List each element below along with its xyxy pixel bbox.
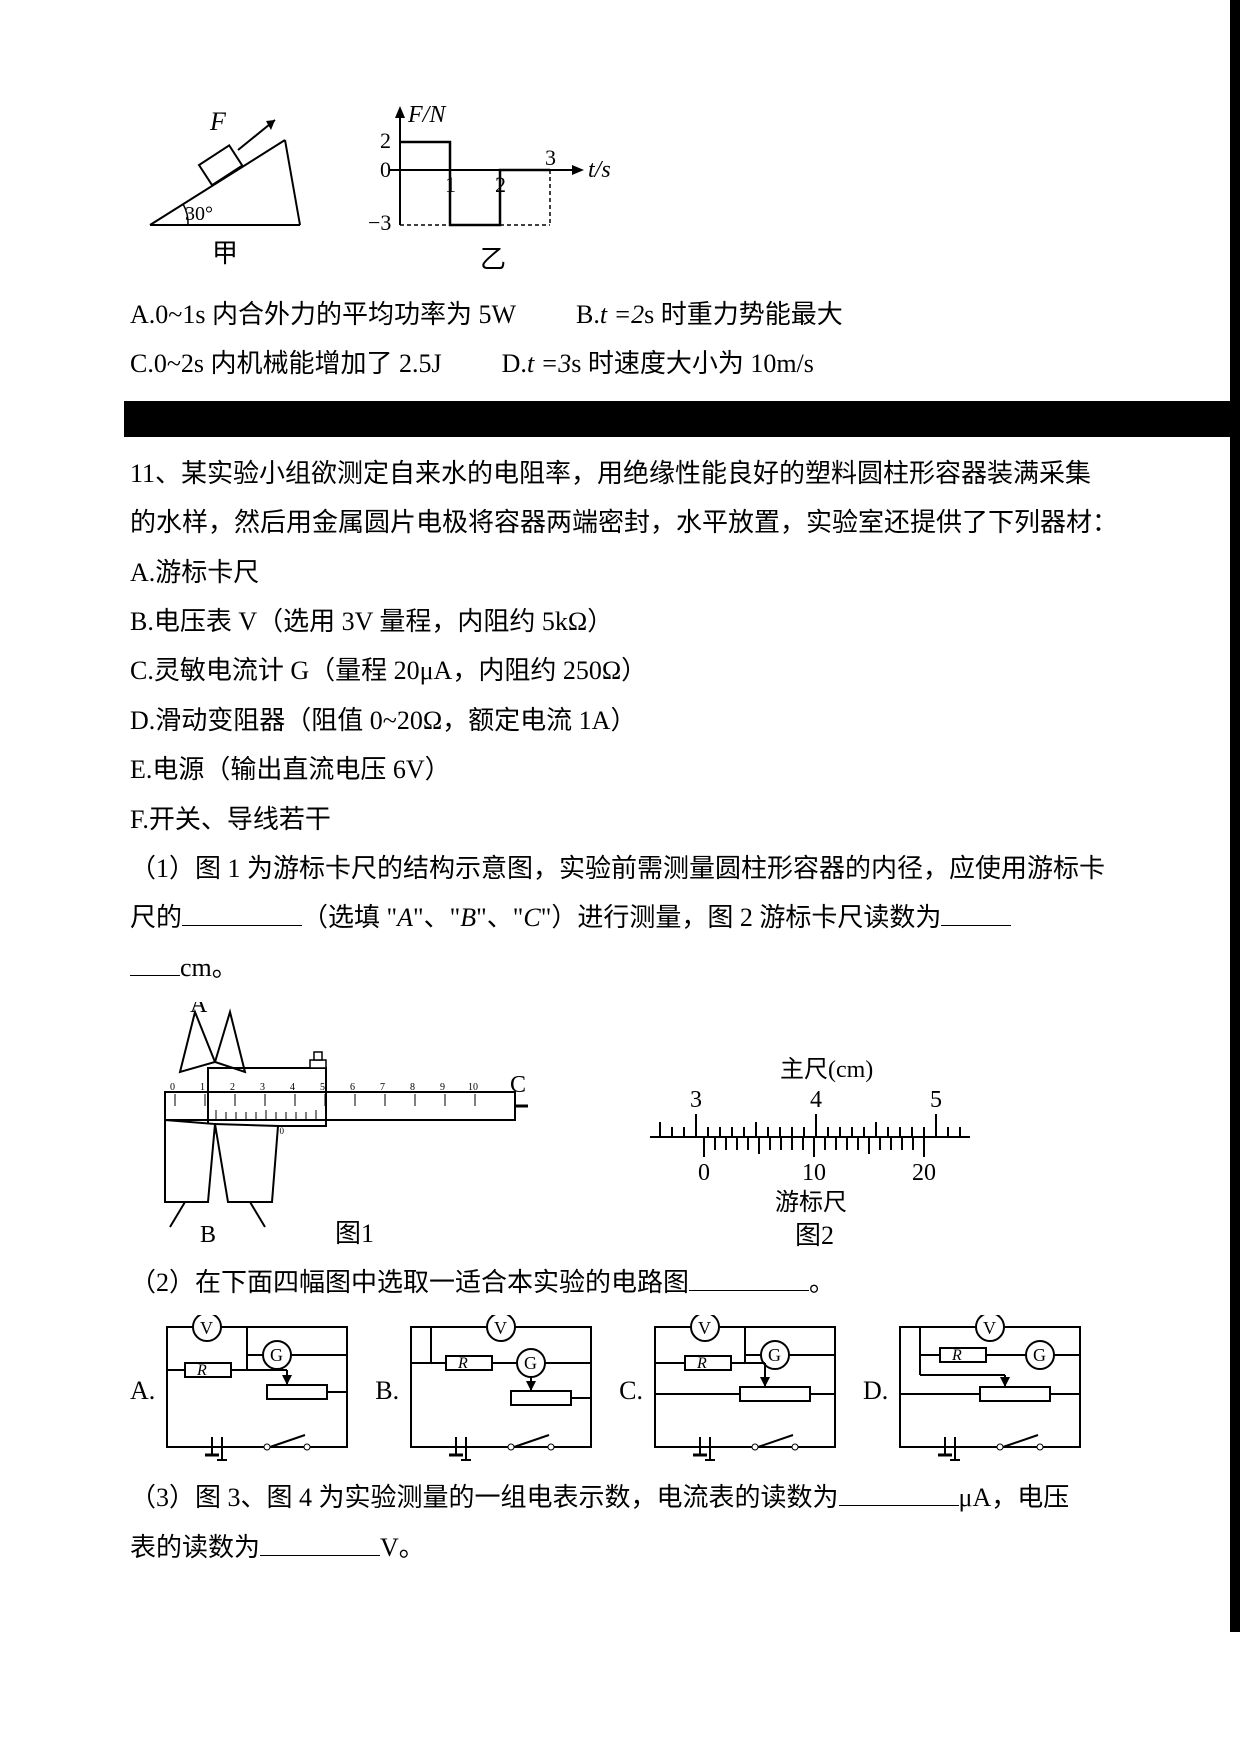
ytick-0: 0 — [380, 157, 391, 182]
svg-text:5: 5 — [320, 1082, 325, 1093]
option-D: D.t =3s 时速度大小为 10m/s — [502, 339, 814, 388]
ylabel: F/N — [407, 102, 447, 128]
svg-text:R: R — [951, 1347, 962, 1364]
option-C: C.0~2s 内机械能增加了 2.5J — [130, 339, 442, 388]
q11-p1b: 尺的（选填 "A"、"B"、"C"）进行测量，图 2 游标卡尺读数为 — [130, 893, 1110, 942]
xtick-3: 3 — [545, 145, 556, 170]
q11-intro-2: 的水样，然后用金属圆片电极将容器两端密封，水平放置，实验室还提供了下列器材： — [130, 498, 1110, 547]
svg-text:4: 4 — [810, 1087, 822, 1113]
circuit-options: A. V G R — [130, 1315, 1110, 1465]
option-row-2: C.0~2s 内机械能增加了 2.5J D.t =3s 时速度大小为 10m/s — [130, 339, 1110, 388]
svg-text:7: 7 — [380, 1082, 385, 1093]
svg-text:R: R — [196, 1362, 207, 1379]
caliper-figure-1: A 012345678910 0 1 2 3 4 5 6 7 8 9 0 C — [160, 1002, 530, 1252]
circuit-A: A. V G R — [130, 1315, 357, 1465]
svg-text:0: 0 — [698, 1160, 710, 1186]
q11-p1a: （1）图 1 为游标卡尺的结构示意图，实验前需测量圆柱形容器的内径，应使用游标卡 — [130, 844, 1110, 893]
item-F: F.开关、导线若干 — [130, 795, 1110, 844]
item-A: A.游标卡尺 — [130, 548, 1110, 597]
svg-text:10: 10 — [468, 1082, 478, 1093]
figure-jia: F 30° 甲 — [130, 100, 320, 270]
svg-text:G: G — [1033, 1345, 1046, 1365]
fig2-label: 图2 — [795, 1221, 834, 1250]
svg-text:3: 3 — [260, 1082, 265, 1093]
figure-row: F 30° 甲 2 0 −3 F/N t/s 1 2 3 — [130, 100, 1110, 280]
svg-text:R: R — [457, 1355, 468, 1372]
caliper-figure-2: 主尺(cm) 3 4 5 — [640, 1052, 980, 1252]
svg-text:G: G — [524, 1353, 537, 1373]
main-scale-label: 主尺(cm) — [780, 1056, 873, 1083]
angle-label: 30° — [185, 203, 213, 225]
circuit-D: D. V G R — [863, 1315, 1090, 1465]
svg-text:5: 5 — [930, 1087, 942, 1113]
svg-text:3: 3 — [690, 1087, 702, 1113]
svg-text:4: 4 — [290, 1082, 295, 1093]
xlabel: t/s — [588, 157, 611, 183]
svg-text:10: 10 — [802, 1160, 826, 1186]
ytick-n3: −3 — [368, 210, 391, 235]
option-B: B.t =2s 时重力势能最大 — [576, 290, 843, 339]
fig-yi-caption: 乙 — [480, 245, 506, 274]
section-divider — [124, 401, 1230, 437]
fig-jia-caption: 甲 — [212, 239, 238, 268]
q11-p1c: cm。 — [130, 943, 1110, 992]
q11-p3b: 表的读数为V。 — [130, 1523, 1110, 1572]
item-E: E.电源（输出直流电压 6V） — [130, 745, 1110, 794]
svg-text:0: 0 — [170, 1082, 175, 1093]
svg-text:V: V — [494, 1318, 507, 1338]
vernier-label: 游标尺 — [775, 1189, 847, 1216]
svg-text:V: V — [698, 1318, 711, 1338]
svg-text:8: 8 — [410, 1082, 415, 1093]
f-label: F — [209, 107, 227, 136]
figure-yi: 2 0 −3 F/N t/s 1 2 3 乙 — [350, 100, 630, 280]
circuit-B-svg: V G R — [401, 1315, 601, 1465]
item-D: D.滑动变阻器（阻值 0~20Ω，额定电流 1A） — [130, 696, 1110, 745]
svg-text:9: 9 — [440, 1082, 445, 1093]
circuit-A-svg: V G R — [157, 1315, 357, 1465]
svg-text:C: C — [510, 1072, 526, 1098]
svg-text:A: A — [190, 1002, 208, 1018]
svg-text:1: 1 — [200, 1082, 205, 1093]
circuit-D-svg: V G R — [890, 1315, 1090, 1465]
svg-text:V: V — [200, 1318, 213, 1338]
svg-text:G: G — [768, 1345, 781, 1365]
svg-text:20: 20 — [912, 1160, 936, 1186]
svg-text:R: R — [696, 1355, 707, 1372]
circuit-C: C. V G R — [619, 1315, 845, 1465]
option-row-1: A.0~1s 内合外力的平均功率为 5W B.t =2s 时重力势能最大 — [130, 290, 1110, 339]
caliper-diagrams: A 012345678910 0 1 2 3 4 5 6 7 8 9 0 C — [160, 1002, 1110, 1252]
q11-p2: （2）在下面四幅图中选取一适合本实验的电路图。 — [130, 1258, 1110, 1307]
svg-text:2: 2 — [230, 1082, 235, 1093]
circuit-B: B. V G R — [375, 1315, 601, 1465]
item-C: C.灵敏电流计 G（量程 20μA，内阻约 250Ω） — [130, 646, 1110, 695]
q11-p3a: （3）图 3、图 4 为实验测量的一组电表示数，电流表的读数为μA，电压 — [130, 1473, 1110, 1522]
svg-text:6: 6 — [350, 1082, 355, 1093]
svg-text:B: B — [200, 1222, 216, 1248]
svg-text:V: V — [983, 1318, 996, 1338]
circuit-C-svg: V G R — [645, 1315, 845, 1465]
fig1-label: 图1 — [335, 1219, 374, 1248]
option-A: A.0~1s 内合外力的平均功率为 5W — [130, 290, 516, 339]
q11-intro-1: 11、某实验小组欲测定自来水的电阻率，用绝缘性能良好的塑料圆柱形容器装满采集 — [130, 449, 1110, 498]
ytick-2: 2 — [380, 128, 391, 153]
svg-text:G: G — [270, 1345, 283, 1365]
item-B: B.电压表 V（选用 3V 量程，内阻约 5kΩ） — [130, 597, 1110, 646]
